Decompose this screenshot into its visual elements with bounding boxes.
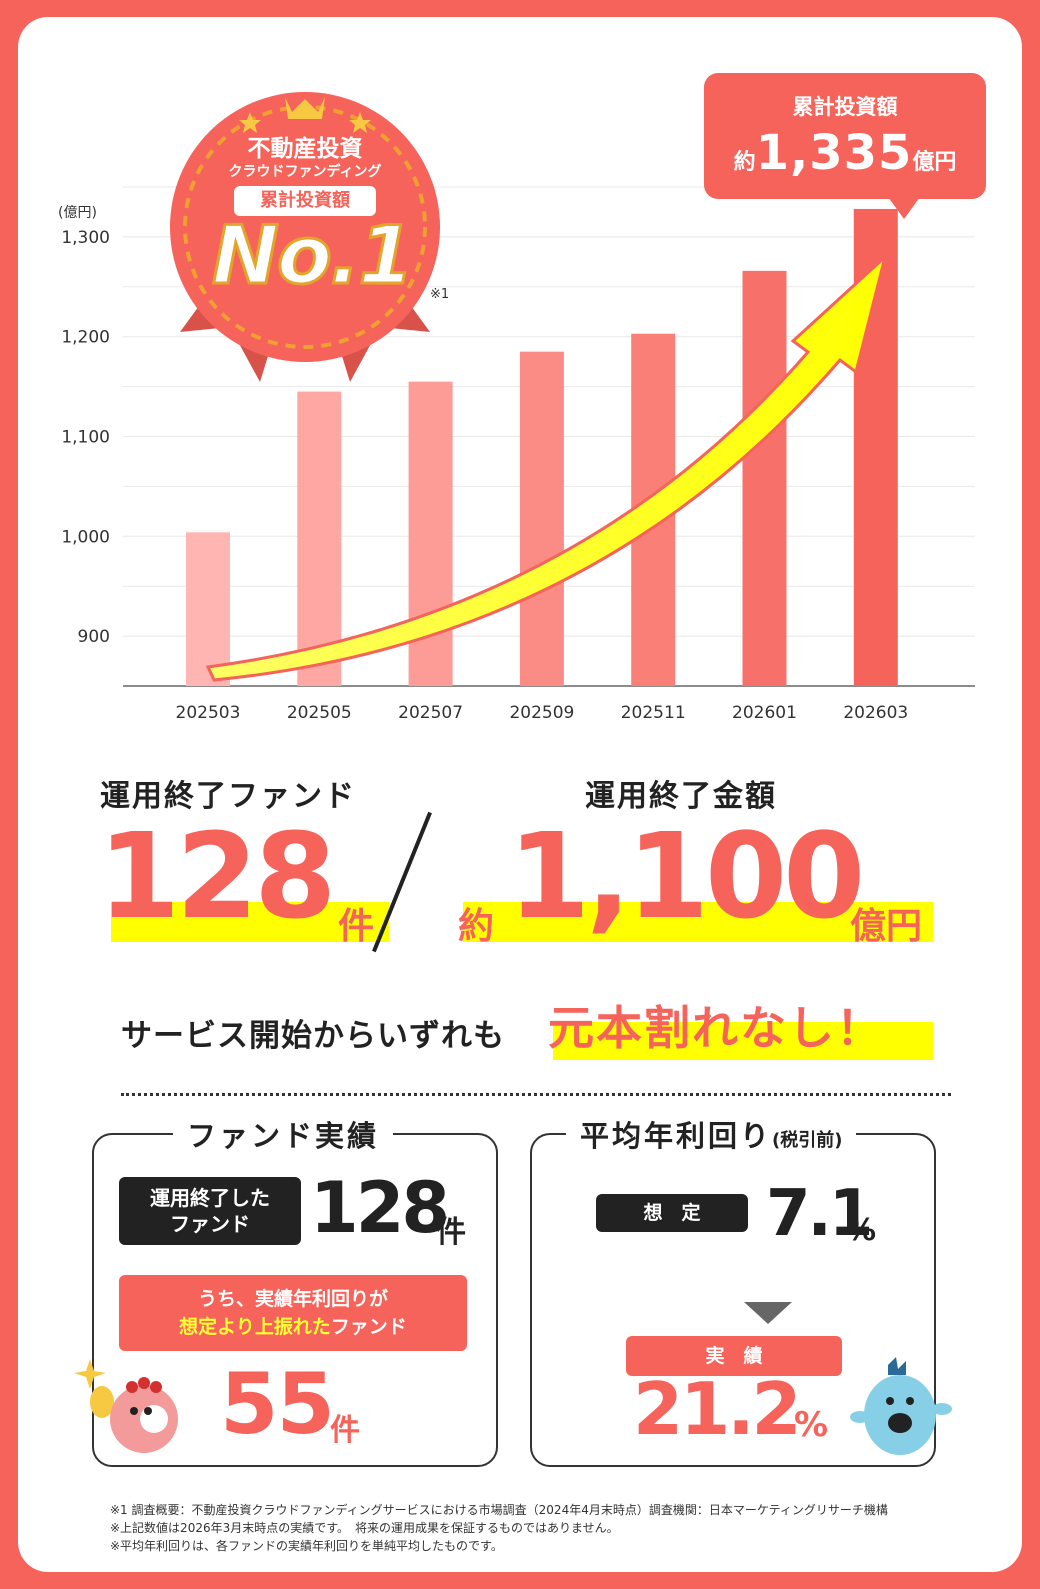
y-tick-label: 1,100 xyxy=(61,428,110,448)
completed-funds-pill-line1: 運用終了した xyxy=(150,1186,270,1210)
funds-highlight xyxy=(111,902,389,942)
main-card: 900 1,000 1,100 1,200 1,300 202503 202505 2025… xyxy=(18,17,1022,1572)
y-tick-label: 900 xyxy=(78,627,110,647)
outperformed-line2-rest: ファンド xyxy=(330,1316,407,1338)
amount-completed-label: 運用終了金額 xyxy=(585,779,777,814)
outperformed-line2-highlight: 想定より上振れた xyxy=(179,1316,331,1338)
funds-completed-label: 運用終了ファンド xyxy=(100,779,356,814)
x-tick-label: 202507 xyxy=(398,703,463,723)
funds-completed-unit: 件 xyxy=(338,906,375,947)
badge-footnote: ※1 xyxy=(430,287,450,302)
amount-highlight xyxy=(463,902,933,942)
footnote-3: ※平均年利回りは、各ファンドの実績年利回りを単純平均したものです。 xyxy=(110,1539,503,1553)
no-loss-emphasis: 元本割れなし！ xyxy=(548,1001,884,1055)
planned-yield-value: 7.1 xyxy=(766,1177,873,1251)
x-tick-label: 202509 xyxy=(509,703,574,723)
divider-slash xyxy=(372,811,432,953)
footnote-2: ※上記数値は2026年3月末時点の実績です。 将来の運用成果を保証するものではあ… xyxy=(110,1521,619,1535)
callout-unit: 億円 xyxy=(912,150,957,175)
y-tick-label: 1,300 xyxy=(61,228,110,248)
footnote-1: ※1 調査概要：不動産投資クラウドファンディングサービスにおける市場調査（202… xyxy=(110,1503,888,1517)
x-tick-label: 202503 xyxy=(176,703,241,723)
fund-results-title: ファンド実績 xyxy=(173,1113,394,1155)
average-yield-title-main: 平均年利回り xyxy=(580,1119,773,1153)
average-yield-title-note: (税引前) xyxy=(772,1130,843,1151)
funds-completed-value: 128 xyxy=(98,807,336,945)
mascot-right-icon xyxy=(850,1357,952,1455)
amount-prefix: 約 xyxy=(458,906,495,947)
callout-prefix: 約 xyxy=(733,150,756,175)
chart-bar xyxy=(186,532,230,686)
outperformed-line2: 想定より上振れたファンド xyxy=(119,1313,467,1341)
chart-bar xyxy=(297,391,342,686)
no1-badge: 不動産投資 クラウドファンディング 累計投資額 No.1 ※1 xyxy=(160,77,450,387)
x-tick-label: 202511 xyxy=(621,703,686,723)
completed-funds-pill-line2: ファンド xyxy=(170,1212,250,1236)
x-tick-label: 202505 xyxy=(287,703,352,723)
badge-subtitle: クラウドファンディング xyxy=(228,164,382,180)
planned-yield-pill: 想 定 xyxy=(596,1194,748,1232)
actual-yield-value: 21.2 xyxy=(633,1367,802,1451)
amount-completed-unit: 億円 xyxy=(850,906,923,947)
planned-yield-unit: % xyxy=(846,1213,877,1248)
completed-funds-unit: 件 xyxy=(436,1215,466,1250)
badge-pill: 累計投資額 xyxy=(234,186,376,216)
mascot-left-icon xyxy=(74,1359,178,1453)
average-yield-title: 平均年利回り(税引前) xyxy=(566,1113,857,1155)
x-tick-label: 202601 xyxy=(732,703,797,723)
y-tick-label: 1,000 xyxy=(61,527,110,547)
footnotes: ※1 調査概要：不動産投資クラウドファンディングサービスにおける市場調査（202… xyxy=(110,1501,888,1555)
chart-x-axis: 202503 202505 202507 202509 202511 202601 2026… xyxy=(176,703,909,723)
chart-y-unit: (億円) xyxy=(58,205,97,221)
y-tick-label: 1,200 xyxy=(61,328,110,348)
arrow-down-icon xyxy=(744,1302,792,1324)
outperformed-funds-unit: 件 xyxy=(330,1413,360,1448)
no-loss-highlight xyxy=(553,1022,933,1060)
callout-value: 約1,335億円 xyxy=(704,125,986,181)
growth-arrow xyxy=(205,252,888,682)
chart-bar xyxy=(742,270,787,686)
actual-yield-pill: 実 績 xyxy=(626,1336,842,1376)
amount-completed-value: 1,100 xyxy=(508,807,865,945)
chart-bar xyxy=(519,351,564,686)
chart-y-axis: 900 1,000 1,100 1,200 1,300 xyxy=(61,228,110,647)
dotted-divider xyxy=(121,1093,951,1096)
total-investment-callout: 累計投資額 約1,335億円 xyxy=(704,73,986,199)
x-tick-label: 202603 xyxy=(843,703,908,723)
badge-rank: No.1 xyxy=(211,208,416,304)
badge-title: 不動産投資 xyxy=(247,136,363,162)
no-loss-text: サービス開始からいずれも xyxy=(121,1018,505,1054)
completed-funds-count: 128 xyxy=(310,1167,450,1249)
outperformed-funds-pill: うち、実績年利回りが 想定より上振れたファンド xyxy=(119,1275,467,1351)
callout-number: 1,335 xyxy=(755,125,913,181)
callout-label: 累計投資額 xyxy=(792,95,898,119)
outperformed-funds-count: 55 xyxy=(220,1355,335,1453)
outperformed-line1: うち、実績年利回りが xyxy=(197,1288,388,1310)
actual-yield-unit: % xyxy=(794,1405,829,1445)
completed-funds-pill: 運用終了した ファンド xyxy=(119,1177,301,1245)
callout-pointer xyxy=(888,197,920,219)
badge-graphic xyxy=(170,92,440,382)
